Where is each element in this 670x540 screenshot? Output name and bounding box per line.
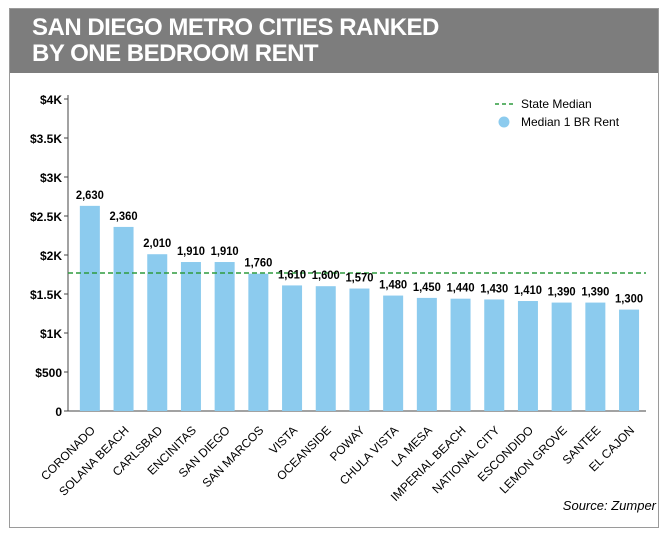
- title-bar: SAN DIEGO METRO CITIES RANKED BY ONE BED…: [10, 9, 658, 73]
- bar: [551, 302, 572, 411]
- legend: State Median Median 1 BR Rent: [495, 97, 620, 129]
- bar: [484, 299, 505, 411]
- y-tick-label: $1K: [40, 327, 62, 341]
- y-tick-label: $2K: [40, 249, 62, 263]
- bar: [349, 288, 370, 411]
- bar-value-label: 1,300: [615, 292, 643, 306]
- bar: [585, 302, 606, 411]
- bar: [282, 285, 303, 411]
- y-tick-label: $500: [35, 366, 62, 380]
- y-tick-label: $3K: [40, 171, 62, 185]
- legend-rent-label: Median 1 BR Rent: [521, 115, 620, 129]
- bar: [619, 309, 640, 411]
- value-labels: 2,630 2,360 2,010 1,910 1,910 1,760 1,610 1,600…: [76, 188, 644, 306]
- bar: [383, 295, 404, 411]
- bar-value-label: 2,360: [110, 209, 138, 223]
- bar: [416, 297, 437, 411]
- bar-value-label: 1,450: [413, 280, 441, 294]
- bar-value-label: 1,570: [345, 271, 373, 285]
- legend-rent-swatch: [498, 116, 510, 128]
- bar-value-label: 1,910: [177, 244, 205, 258]
- bar-value-label: 1,480: [379, 278, 407, 292]
- bar-value-label: 1,440: [447, 281, 475, 295]
- bar-value-label: 2,010: [143, 236, 171, 250]
- bar-value-label: 1,390: [548, 285, 576, 299]
- bar: [517, 301, 538, 411]
- bar: [113, 226, 134, 411]
- bar: [315, 286, 336, 411]
- bar: [180, 262, 201, 411]
- bar: [147, 254, 168, 411]
- y-tick-label: $4K: [40, 93, 62, 107]
- y-tick-label: $1.5K: [30, 288, 62, 302]
- bar-value-label: 1,410: [514, 283, 542, 297]
- bar-value-label: 1,390: [581, 285, 609, 299]
- bar: [214, 262, 235, 411]
- x-tick-label: SAN MARCOS: [200, 423, 267, 490]
- bar: [450, 298, 471, 411]
- y-tick-label: 0: [55, 405, 62, 419]
- chart-title: SAN DIEGO METRO CITIES RANKED BY ONE BED…: [32, 14, 439, 67]
- bar-value-label: 2,630: [76, 188, 104, 202]
- source-note: Source: Zumper: [562, 498, 656, 513]
- legend-state-median-label: State Median: [521, 97, 592, 111]
- bar-value-label: 1,430: [480, 281, 508, 295]
- bar-value-label: 1,600: [312, 268, 340, 282]
- bar-value-label: 1,760: [244, 256, 272, 270]
- bar-value-label: 1,610: [278, 267, 306, 281]
- y-tick-label: $2.5K: [30, 210, 62, 224]
- bar: [248, 273, 269, 411]
- bar: [79, 205, 100, 411]
- bar-value-label: 1,910: [211, 244, 239, 258]
- y-tick-label: $3.5K: [30, 132, 62, 146]
- y-axis: 0 $500 $1K $1.5K $2K $2.5K $3K $3.5K $4K: [30, 93, 646, 419]
